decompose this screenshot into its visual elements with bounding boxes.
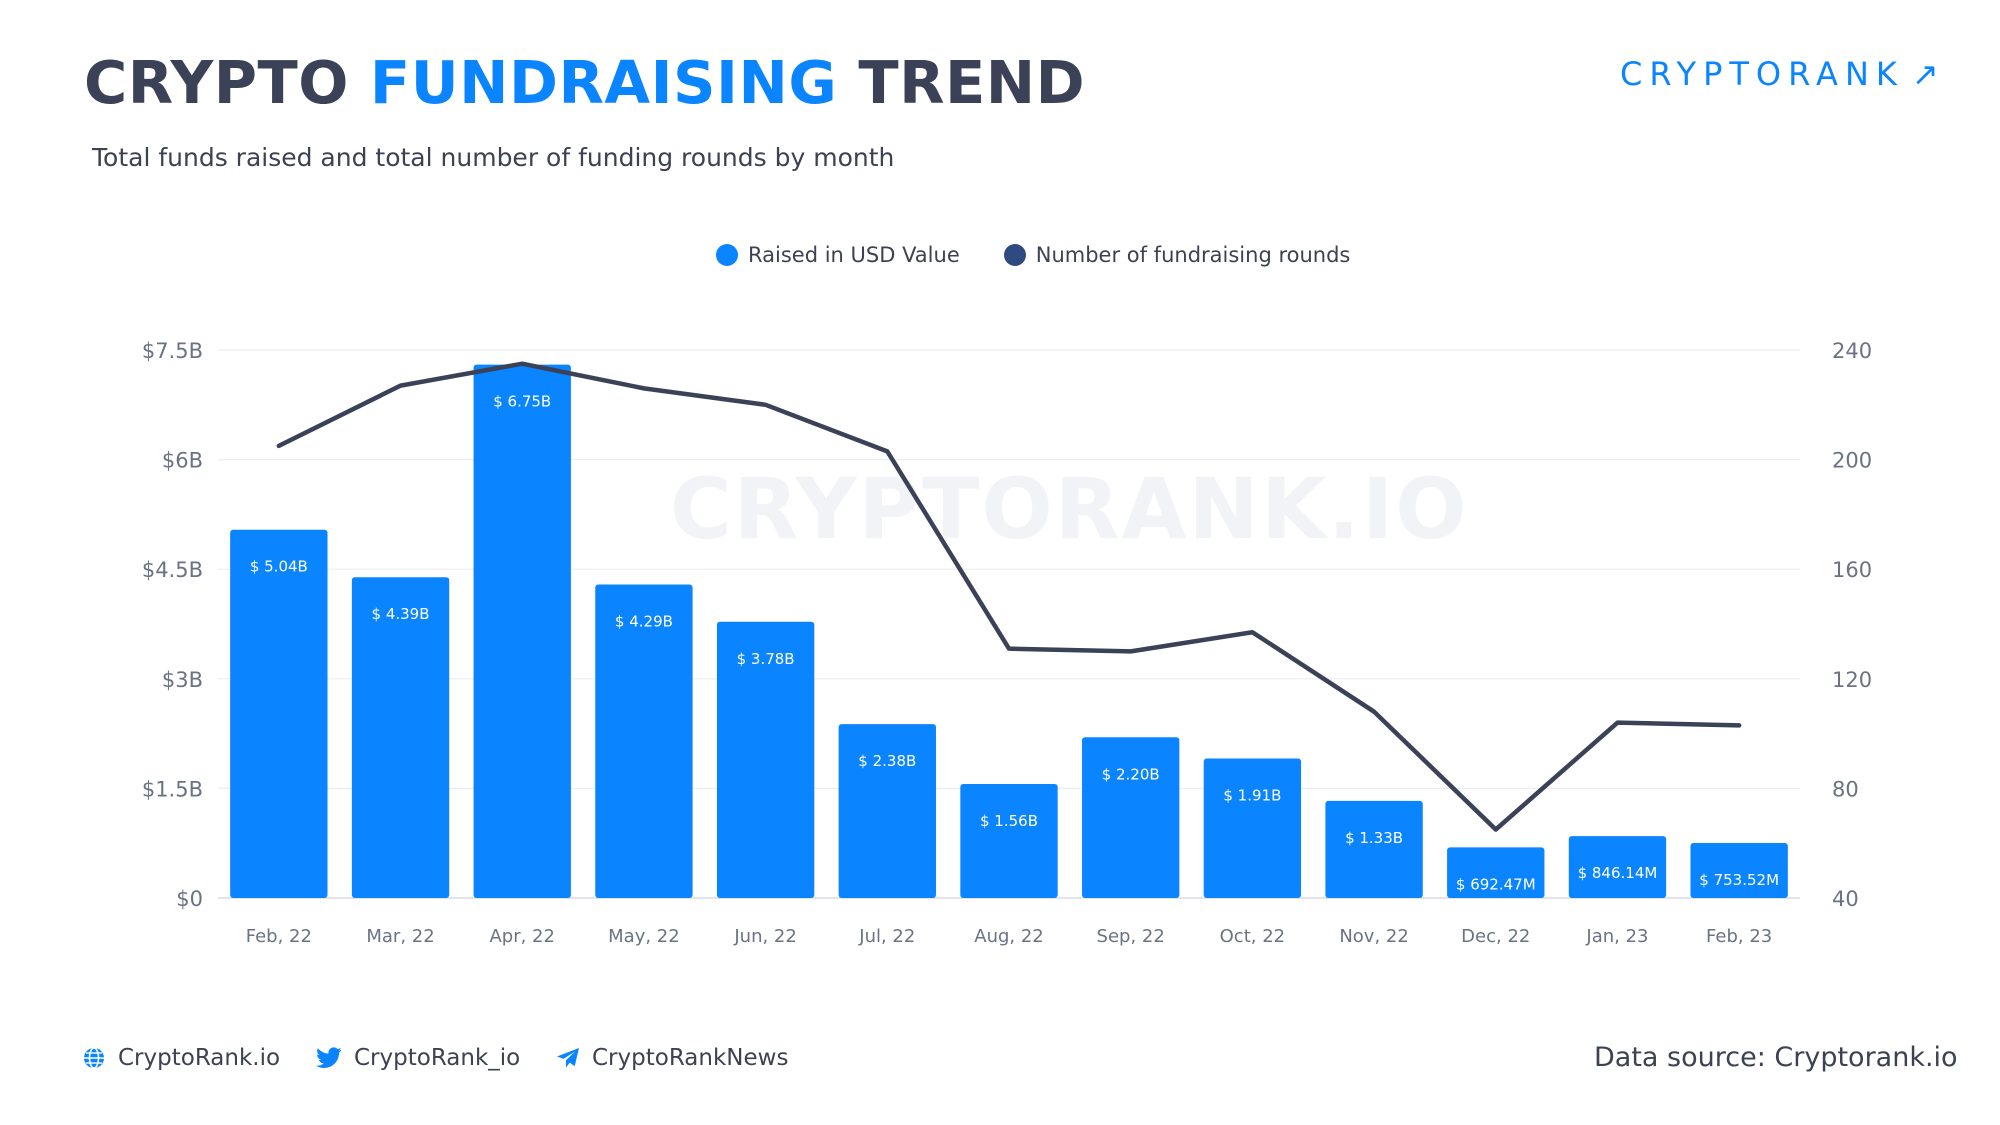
arrow-up-right-icon: ↗ (1911, 55, 1946, 93)
subtitle: Total funds raised and total number of f… (92, 143, 895, 172)
x-tick-label: Dec, 22 (1461, 926, 1530, 947)
footer-telegram-link[interactable]: CryptoRankNews (556, 1045, 788, 1071)
footer-website-link[interactable]: CryptoRank.io (82, 1045, 280, 1071)
bar-value-label: $ 5.04B (250, 558, 308, 576)
x-tick-label: Jun, 22 (733, 926, 796, 947)
brand-logo[interactable]: CRYPTORANK ↗ (1620, 55, 1946, 93)
bar (351, 577, 450, 898)
y-right-tick-label: 160 (1832, 558, 1872, 582)
y-right-tick-label: 120 (1832, 668, 1872, 692)
bar-value-label: $ 753.52M (1699, 871, 1779, 889)
bar (473, 364, 571, 898)
bar-value-label: $ 2.38B (858, 752, 916, 770)
bar-value-label: $ 2.20B (1102, 765, 1160, 783)
legend-label-bars: Raised in USD Value (748, 243, 960, 267)
x-tick-label: Mar, 22 (366, 926, 434, 947)
bar-value-label: $ 4.39B (372, 605, 430, 623)
x-tick-label: Jan, 23 (1585, 926, 1648, 947)
y-right-tick-label: 80 (1832, 777, 1859, 801)
x-tick-label: Nov, 22 (1339, 926, 1408, 947)
brand-name: CRYPTORANK (1620, 55, 1904, 93)
bar-value-label: $ 1.91B (1223, 786, 1281, 804)
legend-dot-icon (716, 244, 738, 266)
bar (960, 784, 1058, 898)
x-tick-label: May, 22 (608, 926, 680, 947)
axis-labels: $0 $1.5B $3B $4.5B $6B $7.5B 40 80 120 160 200 240 $… (142, 339, 1872, 947)
bar-value-label: $ 1.56B (980, 812, 1038, 830)
y-left-tick-label: $1.5B (142, 777, 203, 801)
footer-telegram-label: CryptoRankNews (592, 1045, 789, 1071)
bar-value-label: $ 4.29B (615, 613, 673, 631)
x-tick-label: Oct, 22 (1220, 926, 1285, 947)
y-right-tick-label: 240 (1832, 339, 1872, 363)
y-left-tick-label: $0 (176, 887, 203, 911)
bar-value-label: $ 3.78B (737, 650, 795, 668)
fundraising-chart: $0 $1.5B $3B $4.5B $6B $7.5B 40 80 120 160 200 240 $… (142, 339, 1872, 947)
bar-value-label: $ 846.14M (1578, 864, 1658, 882)
legend-label-line: Number of fundraising rounds (1035, 243, 1351, 267)
chart-legend: Raised in USD Value Number of fundraisin… (716, 243, 1350, 267)
bar (1082, 737, 1180, 898)
title-part1: CRYPTO (84, 48, 370, 117)
bar (1203, 758, 1302, 898)
bar-series (230, 364, 1788, 898)
y-left-tick-label: $6B (162, 449, 203, 473)
telegram-icon (557, 1048, 579, 1068)
x-tick-label: Apr, 22 (489, 926, 555, 947)
bar (595, 584, 693, 898)
legend-dot-icon (1003, 244, 1026, 266)
bar-value-label: $ 1.33B (1345, 829, 1403, 847)
bar-value-label: $ 6.75B (493, 393, 551, 411)
x-tick-label: Sep, 22 (1097, 926, 1165, 947)
legend-item-line[interactable]: Number of fundraising rounds (1003, 243, 1351, 267)
line-series (276, 361, 1742, 832)
twitter-bird-icon (316, 1047, 342, 1068)
bar (1690, 842, 1788, 898)
bar (716, 621, 815, 898)
x-tick-label: Feb, 23 (1706, 926, 1772, 947)
bar-value-label: $ 692.47M (1456, 875, 1536, 893)
globe-icon (84, 1047, 104, 1069)
page-title: CRYPTO FUNDRAISING TREND (84, 48, 1085, 117)
footer-website-label: CryptoRank.io (118, 1045, 281, 1071)
title-part3: TREND (837, 48, 1086, 117)
y-left-tick-label: $3B (162, 668, 203, 692)
x-tick-label: Aug, 22 (974, 926, 1044, 947)
bar (230, 529, 328, 898)
bar (838, 724, 936, 898)
footer-twitter-link[interactable]: CryptoRank_io (316, 1045, 520, 1071)
data-source: Data source: Cryptorank.io (1594, 1042, 1958, 1073)
title-accent: FUNDRAISING (369, 48, 838, 117)
y-right-tick-label: 200 (1832, 449, 1872, 473)
y-right-tick-label: 40 (1832, 887, 1859, 911)
legend-item-bars[interactable]: Raised in USD Value (716, 243, 960, 267)
x-tick-label: Jul, 22 (858, 926, 915, 947)
y-left-tick-label: $4.5B (142, 558, 203, 582)
bar (1325, 800, 1423, 898)
footer-twitter-label: CryptoRank_io (354, 1045, 521, 1071)
watermark: CRYPTORANK.IO (670, 460, 1469, 558)
y-left-tick-label: $7.5B (142, 339, 203, 363)
bar (1568, 836, 1667, 898)
bar (1447, 847, 1545, 898)
x-tick-label: Feb, 22 (246, 926, 312, 947)
